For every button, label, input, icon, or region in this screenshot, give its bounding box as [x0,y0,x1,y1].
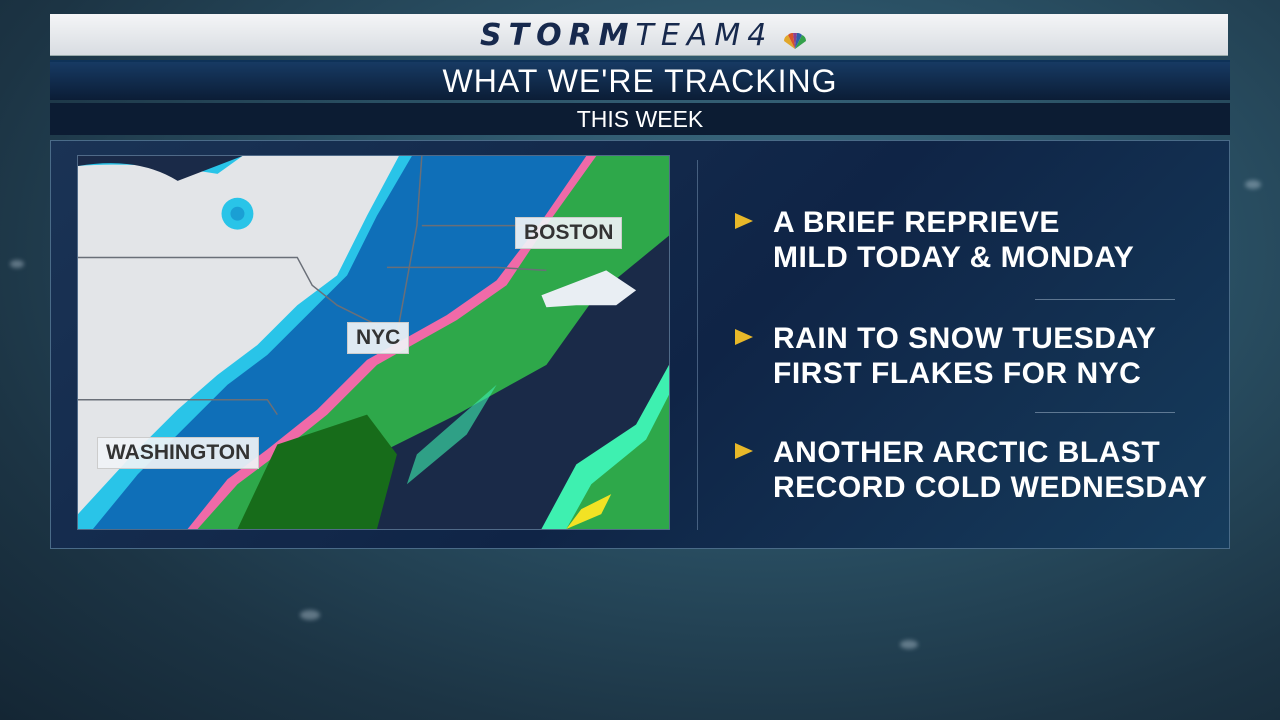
arrow-icon [735,329,753,345]
background-flake [300,610,320,620]
separator [1035,299,1175,300]
background-flake [900,640,918,649]
map-label-nyc: NYC [347,322,410,354]
brand-bar [50,14,1228,56]
bullet-item: ANOTHER ARCTIC BLAST RECORD COLD WEDNESDA… [735,435,1207,505]
stormteam4-logo: STORMTEAM4 [480,18,773,53]
heavy-precip [566,494,612,529]
arrow-icon [735,443,753,459]
separator [1035,412,1175,413]
nbc-peacock-icon [783,33,807,49]
title-bar: WHAT WE'RE TRACKING [50,60,1230,100]
bullet-line2: MILD TODAY & MONDAY [773,241,1135,274]
background-flake [10,260,24,268]
cape-cod [541,270,637,308]
page-subtitle: THIS WEEK [576,105,704,132]
bullet-line1: A BRIEF REPRIEVE [773,206,1060,239]
bullet-item: A BRIEF REPRIEVE MILD TODAY & MONDAY [735,205,1134,275]
bullet-line2: FIRST FLAKES FOR NYC [773,357,1142,390]
map-label-boston: BOSTON [515,217,623,249]
subtitle-bar: THIS WEEK [50,103,1230,135]
logo-text-bold: STORM [480,18,636,53]
logo-text-light: TEAM4 [635,18,774,53]
bullet-line2: RECORD COLD WEDNESDAY [773,471,1208,504]
map-label-washington: WASHINGTON [97,437,260,469]
divider [697,160,698,530]
heavy-rain [237,414,397,529]
bullet-line1: RAIN TO SNOW TUESDAY [773,322,1157,355]
background-flake [1245,180,1261,189]
page-title: WHAT WE'RE TRACKING [442,62,838,99]
arrow-icon [735,213,753,229]
bullet-line1: ANOTHER ARCTIC BLAST [773,436,1161,469]
bullet-item: RAIN TO SNOW TUESDAY FIRST FLAKES FOR NYC [735,321,1156,391]
land [78,156,399,515]
